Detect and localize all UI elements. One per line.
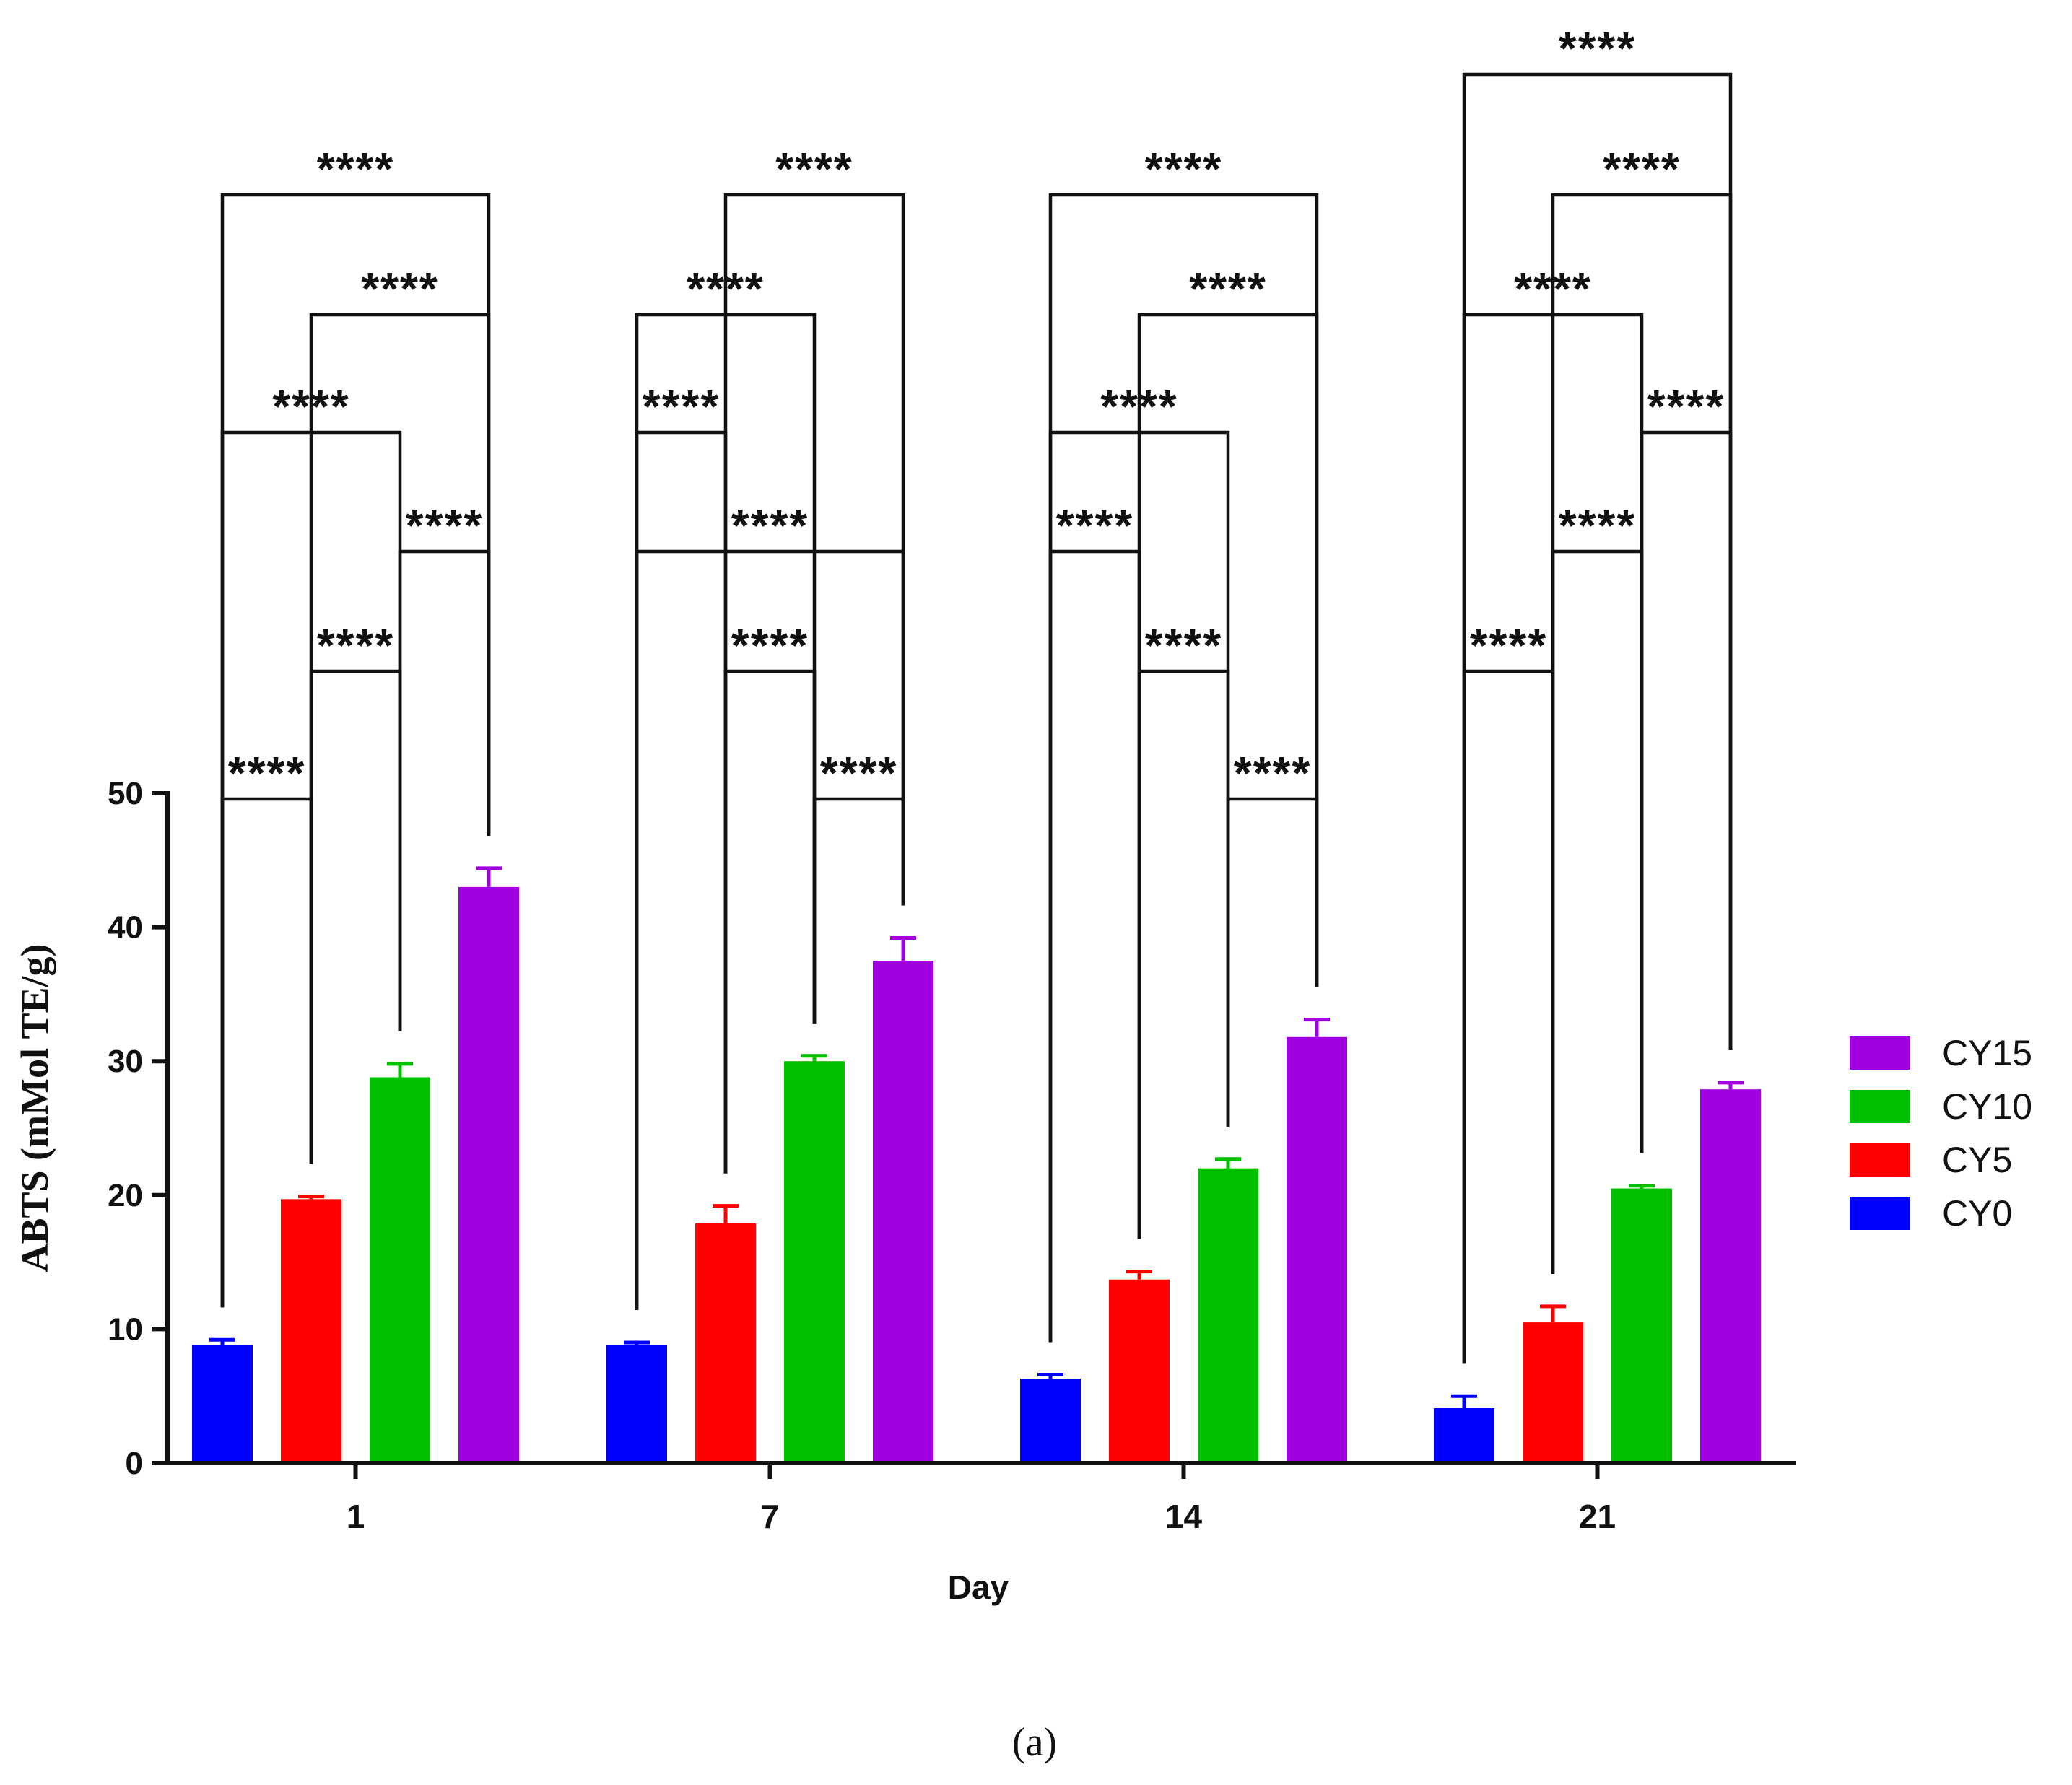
bracket-day-7-cy5-cy10-label: **** (731, 619, 809, 671)
bracket-day-21-cy5-cy15-label: **** (1603, 143, 1681, 195)
x-tick-label-7: 7 (761, 1498, 780, 1535)
y-tick-label-30: 30 (108, 1044, 143, 1079)
bracket-day-21-cy10-cy15-label: **** (1647, 380, 1725, 432)
bracket-day-1-cy0-cy15-label: **** (317, 143, 395, 195)
bracket-day-1-cy0-cy5-label: **** (228, 747, 306, 799)
x-tick-label-21: 21 (1579, 1498, 1616, 1535)
bracket-day-14-cy5-cy10-label: **** (1145, 619, 1223, 671)
bar-cy10-day-1 (370, 1077, 430, 1463)
legend-label-cy0: CY0 (1942, 1193, 2012, 1234)
y-tick-label-50: 50 (108, 776, 143, 811)
bar-cy10-day-21 (1611, 1188, 1672, 1463)
bar-cy5-day-21 (1523, 1322, 1583, 1463)
bracket-day-1-cy10-cy15-label: **** (406, 499, 484, 551)
bar-cy15-day-7 (873, 961, 933, 1463)
bracket-day-21-cy0-cy5 (1462, 669, 1555, 1364)
bracket-day-14-cy0-cy5 (1048, 549, 1141, 1343)
legend-label-cy10: CY10 (1942, 1086, 2032, 1127)
bar-cy5-day-1 (281, 1199, 341, 1463)
bracket-day-21-cy0-cy15-label: **** (1559, 22, 1637, 74)
x-axis-title: Day (948, 1568, 1009, 1606)
legend-label-cy5: CY5 (1942, 1140, 2012, 1180)
bracket-day-21-cy0-cy5-label: **** (1470, 619, 1548, 671)
bar-cy0-day-14 (1020, 1379, 1081, 1463)
legend-swatch-cy5 (1850, 1143, 1910, 1177)
bracket-day-7-cy0-cy5-label: **** (643, 380, 721, 432)
y-tick-label-40: 40 (108, 910, 143, 946)
bar-cy10-day-14 (1198, 1168, 1258, 1463)
bracket-day-21-cy5-cy10-label: **** (1559, 499, 1637, 551)
bars-group (192, 866, 1761, 1463)
legend-swatch-cy15 (1850, 1036, 1910, 1070)
bar-cy0-day-7 (606, 1345, 667, 1463)
bracket-day-21-cy10-cy15 (1640, 430, 1733, 1153)
bracket-day-7-cy0-cy15-label: **** (731, 499, 809, 551)
bar-cy15-day-1 (458, 886, 519, 1463)
bracket-day-7-cy5-cy15 (723, 193, 905, 1174)
bar-cy15-day-21 (1700, 1089, 1761, 1463)
bracket-day-14-cy0-cy15-label: **** (1145, 143, 1223, 195)
legend-swatch-cy0 (1850, 1197, 1910, 1230)
bracket-day-21-cy0-cy15 (1462, 72, 1733, 1364)
significance-brackets: **** **** **** **** **** **** **** **** **** ****… (220, 22, 1733, 1364)
axes-group: 0 10 20 30 40 50 1 7 14 21 (108, 776, 1796, 1535)
x-tick-label-1: 1 (347, 1498, 365, 1535)
x-tick-label-14: 14 (1165, 1498, 1203, 1535)
bracket-day-1-cy5-cy10-label: **** (317, 619, 395, 671)
bar-cy15-day-14 (1287, 1036, 1347, 1463)
legend-swatch-cy10 (1850, 1090, 1910, 1123)
bracket-day-7-cy0-cy5 (635, 430, 728, 1310)
bar-cy0-day-1 (192, 1345, 253, 1463)
legend-label-cy15: CY15 (1942, 1033, 2032, 1073)
y-tick-label-0: 0 (126, 1446, 143, 1481)
bracket-day-14-cy0-cy15 (1048, 193, 1319, 1343)
bar-cy0-day-21 (1434, 1408, 1494, 1463)
bracket-day-1-cy0-cy15 (220, 193, 491, 1308)
bracket-day-7-cy5-cy15-label: **** (775, 143, 853, 195)
bracket-day-7-cy10-cy15-label: **** (820, 747, 898, 799)
y-tick-label-20: 20 (108, 1178, 143, 1213)
bracket-day-14-cy5-cy15-label: **** (1189, 263, 1267, 315)
bracket-day-14-cy10-cy15-label: **** (1234, 747, 1312, 799)
bracket-day-1-cy5-cy15-label: **** (361, 263, 439, 315)
bracket-day-14-cy5-cy10 (1137, 669, 1230, 1239)
legend: CY15 CY10 CY5 CY0 (1850, 1033, 2032, 1234)
bar-cy5-day-7 (695, 1223, 756, 1463)
y-axis-title: ABTS (mMol TE/g) (13, 943, 56, 1272)
bracket-day-21-cy5-cy10 (1551, 549, 1644, 1274)
bar-cy10-day-7 (784, 1061, 845, 1463)
bracket-day-14-cy0-cy5-label: **** (1056, 499, 1134, 551)
bar-cy5-day-14 (1109, 1279, 1170, 1463)
y-tick-label-10: 10 (108, 1312, 143, 1347)
figure-caption: (a) (1012, 1720, 1057, 1765)
